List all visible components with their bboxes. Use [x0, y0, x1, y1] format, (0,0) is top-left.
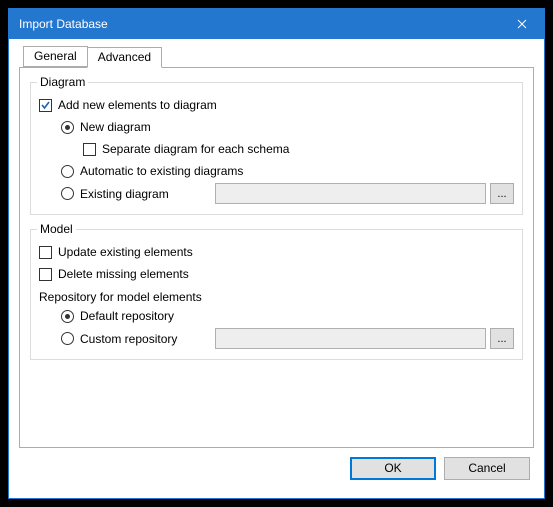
row-default-repo[interactable]: Default repository: [39, 306, 514, 326]
checkbox-add-new[interactable]: [39, 99, 52, 112]
label-update: Update existing elements: [58, 245, 193, 259]
dialog-footer: OK Cancel: [19, 448, 534, 488]
tab-panel-advanced: Diagram Add new elements to diagram New …: [19, 67, 534, 448]
checkbox-update[interactable]: [39, 246, 52, 259]
radio-default-repo[interactable]: [61, 310, 74, 323]
radio-new-diagram[interactable]: [61, 121, 74, 134]
tab-advanced-label: Advanced: [98, 50, 151, 64]
row-delete[interactable]: Delete missing elements: [39, 264, 514, 284]
tab-general-label: General: [34, 49, 77, 63]
browse-custom-label: ...: [497, 333, 506, 345]
label-default-repo: Default repository: [80, 309, 174, 323]
row-update[interactable]: Update existing elements: [39, 242, 514, 262]
browse-existing-label: ...: [497, 188, 506, 200]
radio-existing[interactable]: [61, 187, 74, 200]
lead-custom-repo[interactable]: Custom repository: [61, 332, 211, 346]
label-new-diagram: New diagram: [80, 120, 151, 134]
input-existing-diagram[interactable]: [215, 183, 486, 204]
label-add-new: Add new elements to diagram: [58, 98, 217, 112]
row-auto[interactable]: Automatic to existing diagrams: [39, 161, 514, 181]
row-separate[interactable]: Separate diagram for each schema: [39, 139, 514, 159]
tab-strip: General Advanced: [23, 47, 534, 67]
window-title: Import Database: [19, 17, 499, 31]
client-area: General Advanced Diagram Add new element…: [9, 39, 544, 498]
cancel-button[interactable]: Cancel: [444, 457, 530, 480]
cancel-button-label: Cancel: [468, 461, 505, 475]
label-delete: Delete missing elements: [58, 267, 189, 281]
radio-auto[interactable]: [61, 165, 74, 178]
lead-existing[interactable]: Existing diagram: [61, 187, 211, 201]
group-diagram-legend: Diagram: [37, 75, 88, 89]
row-custom-repo: Custom repository ...: [39, 328, 514, 349]
row-add-new[interactable]: Add new elements to diagram: [39, 95, 514, 115]
label-existing: Existing diagram: [80, 187, 169, 201]
group-model: Model Update existing elements Delete mi…: [30, 229, 523, 360]
row-existing: Existing diagram ...: [39, 183, 514, 204]
tab-general[interactable]: General: [23, 46, 88, 67]
close-icon: [517, 19, 527, 29]
radio-custom-repo[interactable]: [61, 332, 74, 345]
browse-custom-button[interactable]: ...: [490, 328, 514, 349]
label-separate: Separate diagram for each schema: [102, 142, 289, 156]
close-button[interactable]: [499, 9, 544, 39]
tab-advanced[interactable]: Advanced: [87, 47, 162, 68]
group-diagram: Diagram Add new elements to diagram New …: [30, 82, 523, 215]
import-database-dialog: Import Database General Advanced Diagram: [8, 8, 545, 499]
ok-button-label: OK: [384, 461, 401, 475]
label-custom-repo: Custom repository: [80, 332, 177, 346]
browse-existing-button[interactable]: ...: [490, 183, 514, 204]
checkbox-separate[interactable]: [83, 143, 96, 156]
checkbox-delete[interactable]: [39, 268, 52, 281]
group-model-legend: Model: [37, 222, 76, 236]
titlebar: Import Database: [9, 9, 544, 39]
ok-button[interactable]: OK: [350, 457, 436, 480]
label-repo-section: Repository for model elements: [39, 290, 514, 304]
row-new-diagram[interactable]: New diagram: [39, 117, 514, 137]
label-auto: Automatic to existing diagrams: [80, 164, 243, 178]
input-custom-repo[interactable]: [215, 328, 486, 349]
